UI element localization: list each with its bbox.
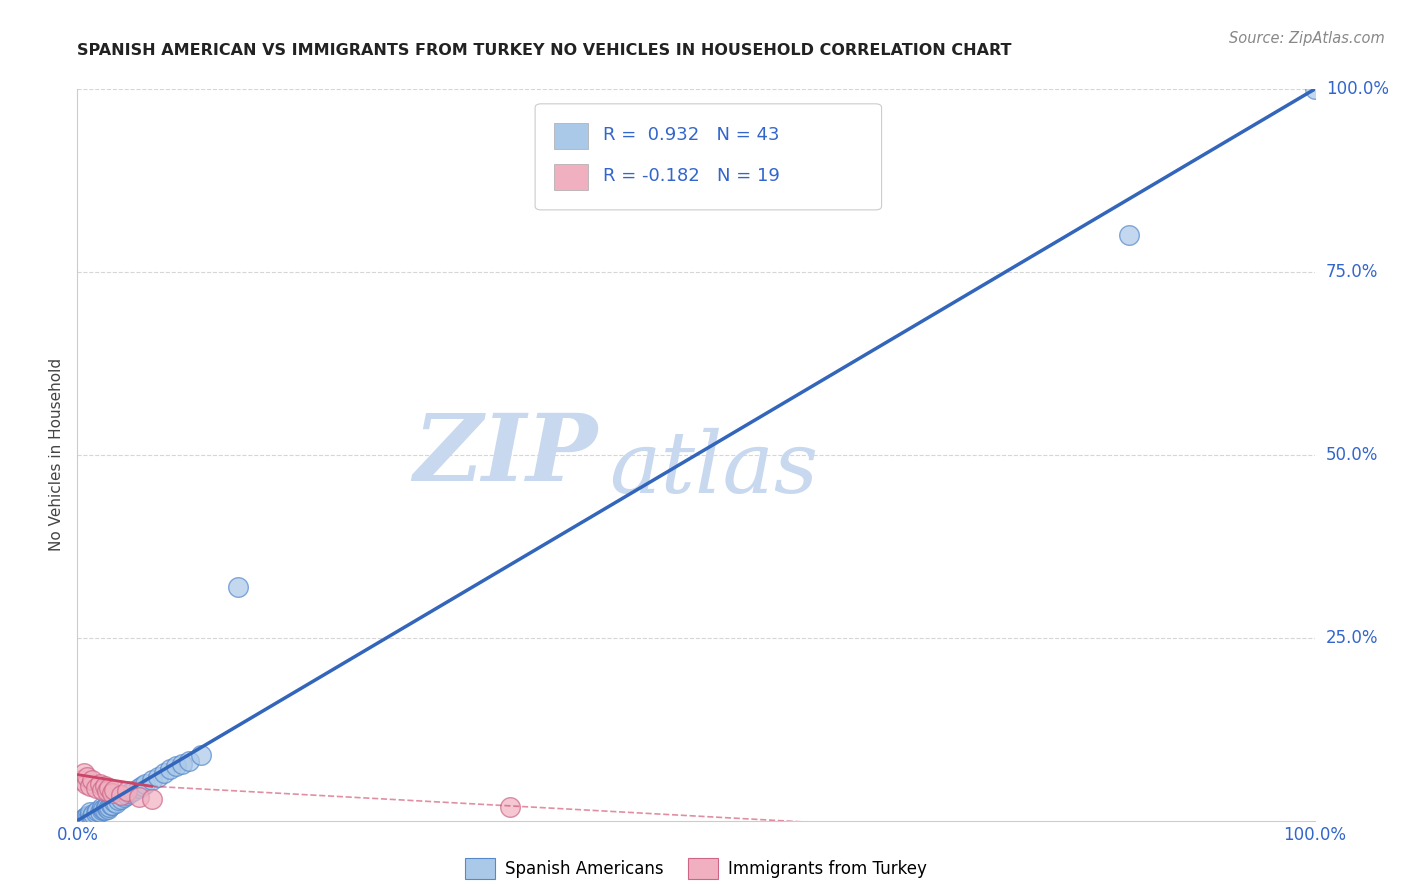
Point xyxy=(86,804,108,818)
Point xyxy=(128,790,150,805)
Point xyxy=(91,803,114,817)
Point xyxy=(76,809,98,823)
Point xyxy=(93,804,115,818)
Point xyxy=(110,791,132,805)
Point xyxy=(79,805,101,819)
Point xyxy=(91,802,114,816)
Text: 25.0%: 25.0% xyxy=(1326,629,1378,647)
Text: 100.0%: 100.0% xyxy=(1326,80,1389,98)
Text: 50.0%: 50.0% xyxy=(1326,446,1378,464)
Point xyxy=(103,796,125,810)
Point xyxy=(97,802,120,816)
Point xyxy=(84,780,107,795)
Text: SPANISH AMERICAN VS IMMIGRANTS FROM TURKEY NO VEHICLES IN HOUSEHOLD CORRELATION : SPANISH AMERICAN VS IMMIGRANTS FROM TURK… xyxy=(77,43,1012,58)
Point xyxy=(72,766,94,780)
Point xyxy=(103,783,125,797)
Point xyxy=(93,779,115,793)
Y-axis label: No Vehicles in Household: No Vehicles in Household xyxy=(49,359,65,551)
Point xyxy=(118,786,141,800)
Text: R = -0.182   N = 19: R = -0.182 N = 19 xyxy=(603,167,780,186)
Point xyxy=(82,773,104,788)
Point xyxy=(177,754,200,768)
Point xyxy=(165,758,187,772)
Text: R =  0.932   N = 43: R = 0.932 N = 43 xyxy=(603,127,780,145)
Point xyxy=(98,780,121,795)
Bar xyxy=(554,163,588,190)
Point xyxy=(153,766,176,780)
Point xyxy=(115,788,138,802)
Point xyxy=(122,784,145,798)
FancyBboxPatch shape xyxy=(536,103,882,210)
Point xyxy=(110,788,132,802)
Point xyxy=(107,793,129,807)
Point xyxy=(172,756,194,771)
Point xyxy=(131,779,153,793)
Text: atlas: atlas xyxy=(609,428,818,511)
Point xyxy=(84,806,107,821)
Point xyxy=(91,800,114,814)
Point xyxy=(82,807,104,822)
Point xyxy=(101,786,124,800)
Point xyxy=(79,807,101,822)
Point xyxy=(115,784,138,798)
Point xyxy=(76,770,98,784)
Point xyxy=(100,797,122,812)
Point xyxy=(1303,82,1326,96)
Text: ZIP: ZIP xyxy=(413,410,598,500)
Point xyxy=(190,747,212,762)
Point xyxy=(98,799,121,814)
Point xyxy=(146,770,169,784)
Point xyxy=(134,777,156,791)
Point xyxy=(96,799,118,814)
Point xyxy=(94,800,117,814)
Point xyxy=(104,796,127,810)
Point xyxy=(91,783,114,797)
Text: 75.0%: 75.0% xyxy=(1326,263,1378,281)
Bar xyxy=(554,122,588,149)
Point xyxy=(75,777,97,791)
Point xyxy=(77,811,100,825)
Point xyxy=(70,773,93,788)
Point xyxy=(159,763,181,777)
Point xyxy=(75,810,97,824)
Point xyxy=(141,773,163,788)
Text: Source: ZipAtlas.com: Source: ZipAtlas.com xyxy=(1229,31,1385,46)
Point xyxy=(101,798,124,813)
Point xyxy=(89,805,111,819)
Point xyxy=(1118,228,1140,243)
Point xyxy=(82,808,104,822)
Point xyxy=(226,580,249,594)
Legend: Spanish Americans, Immigrants from Turkey: Spanish Americans, Immigrants from Turke… xyxy=(458,852,934,886)
Point xyxy=(499,800,522,814)
Point xyxy=(112,790,135,805)
Point xyxy=(96,784,118,798)
Point xyxy=(141,791,163,805)
Point xyxy=(89,777,111,791)
Point xyxy=(79,779,101,793)
Point xyxy=(72,812,94,826)
Point xyxy=(128,780,150,795)
